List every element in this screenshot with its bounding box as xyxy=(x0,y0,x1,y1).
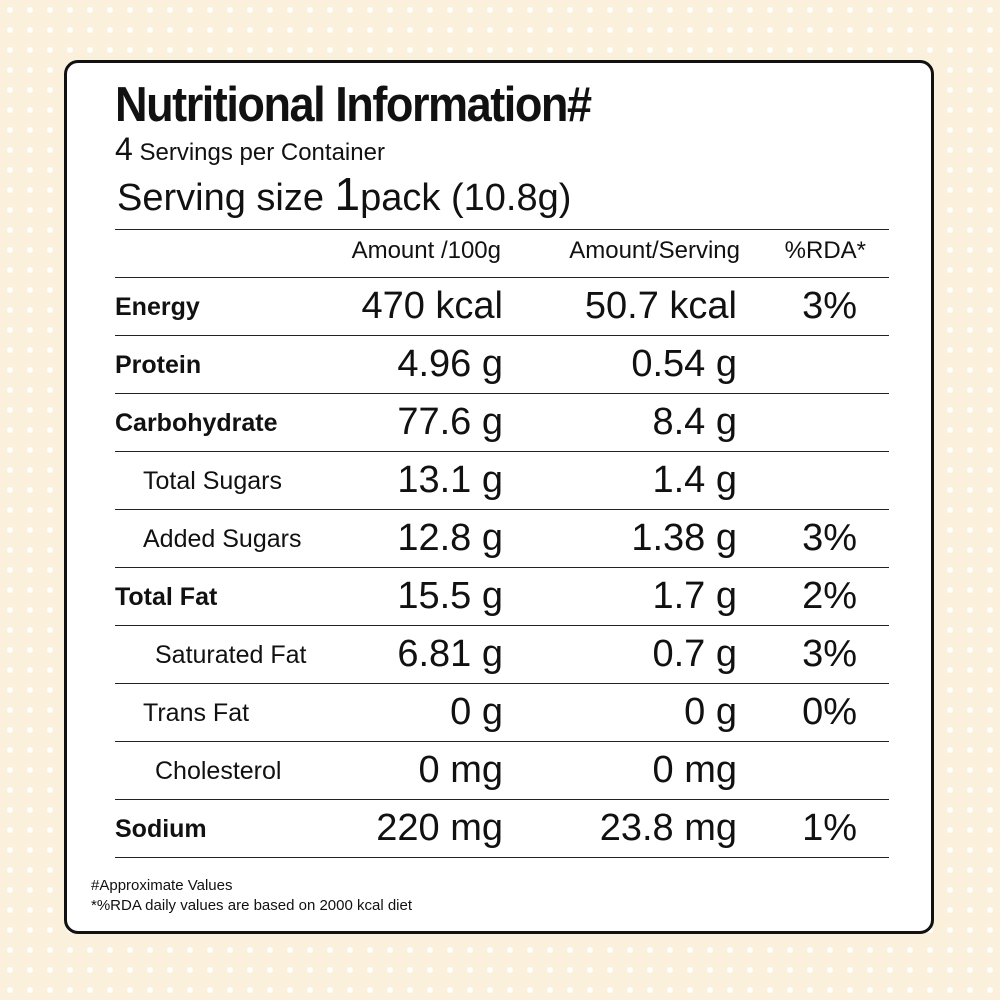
servings-per-container: 4 Servings per Container xyxy=(115,131,385,168)
nutrient-row: Cholesterol 0 mg 0 mg xyxy=(67,741,931,799)
nutrition-panel: Nutritional Information# 4 Servings per … xyxy=(64,60,934,934)
amount-per-100g: 12.8 g xyxy=(397,517,503,559)
servings-count: 4 xyxy=(115,131,133,167)
amount-per-serving: 0.7 g xyxy=(652,633,737,675)
table-rule xyxy=(115,393,889,394)
column-header-per100: Amount /100g xyxy=(351,237,501,264)
footnote-approximate: #Approximate Values xyxy=(91,877,233,894)
nutrient-row: Saturated Fat 6.81 g 0.7 g 3% xyxy=(67,625,931,683)
amount-per-100g: 6.81 g xyxy=(397,633,503,675)
rda-percent: 3% xyxy=(802,285,857,327)
amount-per-serving: 8.4 g xyxy=(652,401,737,443)
table-rule xyxy=(115,335,889,336)
panel-title: Nutritional Information# xyxy=(115,78,592,132)
table-rule xyxy=(115,567,889,568)
amount-per-serving: 1.38 g xyxy=(631,517,737,559)
amount-per-serving: 0.54 g xyxy=(631,343,737,385)
serving-size: Serving size 1pack (10.8g) xyxy=(117,167,571,221)
amount-per-100g: 0 g xyxy=(450,691,503,733)
amount-per-100g: 470 kcal xyxy=(361,285,503,327)
rda-percent: 2% xyxy=(802,575,857,617)
rda-percent: 1% xyxy=(802,807,857,849)
table-rule xyxy=(115,451,889,452)
table-rule xyxy=(115,799,889,800)
column-header-rda: %RDA* xyxy=(784,237,866,264)
table-rule xyxy=(115,277,889,278)
servings-text: Servings per Container xyxy=(139,139,385,166)
amount-per-100g: 15.5 g xyxy=(397,575,503,617)
nutrient-row: Protein 4.96 g 0.54 g xyxy=(67,335,931,393)
serving-size-amount: 1 xyxy=(334,168,361,220)
table-rule xyxy=(115,509,889,510)
nutrient-row: Total Sugars 13.1 g 1.4 g xyxy=(67,451,931,509)
nutrient-label: Added Sugars xyxy=(143,525,302,553)
amount-per-serving: 23.8 mg xyxy=(599,807,737,849)
table-rule xyxy=(115,857,889,858)
table-rule xyxy=(115,683,889,684)
nutrient-label: Cholesterol xyxy=(155,757,282,785)
serving-size-label: Serving size xyxy=(117,177,324,219)
rda-percent: 3% xyxy=(802,633,857,675)
amount-per-100g: 77.6 g xyxy=(397,401,503,443)
amount-per-100g: 4.96 g xyxy=(397,343,503,385)
column-header-per-serving: Amount/Serving xyxy=(569,237,740,264)
nutrient-label: Trans Fat xyxy=(143,699,250,727)
amount-per-serving: 0 g xyxy=(684,691,737,733)
nutrient-row: Sodium 220 mg 23.8 mg 1% xyxy=(67,799,931,857)
nutrient-row: Added Sugars 12.8 g 1.38 g 3% xyxy=(67,509,931,567)
amount-per-serving: 50.7 kcal xyxy=(584,285,737,327)
nutrient-row: Trans Fat 0 g 0 g 0% xyxy=(67,683,931,741)
serving-size-unit: pack (10.8g) xyxy=(360,177,572,219)
header-top-rule xyxy=(115,229,889,230)
nutrient-label: Carbohydrate xyxy=(115,409,278,437)
nutrient-label: Energy xyxy=(115,293,200,321)
rda-percent: 0% xyxy=(802,691,857,733)
amount-per-serving: 1.4 g xyxy=(652,459,737,501)
nutrient-label: Protein xyxy=(115,351,202,379)
amount-per-100g: 220 mg xyxy=(376,807,503,849)
amount-per-serving: 0 mg xyxy=(652,749,737,791)
nutrient-label: Saturated Fat xyxy=(155,641,307,669)
amount-per-100g: 13.1 g xyxy=(397,459,503,501)
rda-percent: 3% xyxy=(802,517,857,559)
nutrient-row: Energy 470 kcal 50.7 kcal 3% xyxy=(67,277,931,335)
table-rule xyxy=(115,741,889,742)
nutrient-row: Carbohydrate 77.6 g 8.4 g xyxy=(67,393,931,451)
amount-per-serving: 1.7 g xyxy=(652,575,737,617)
nutrient-label: Total Sugars xyxy=(143,467,282,495)
nutrient-row: Total Fat 15.5 g 1.7 g 2% xyxy=(67,567,931,625)
table-rule xyxy=(115,625,889,626)
nutrient-label: Total Fat xyxy=(115,583,218,611)
footnote-rda: *%RDA daily values are based on 2000 kca… xyxy=(91,897,413,914)
amount-per-100g: 0 mg xyxy=(418,749,503,791)
nutrient-label: Sodium xyxy=(115,815,207,843)
